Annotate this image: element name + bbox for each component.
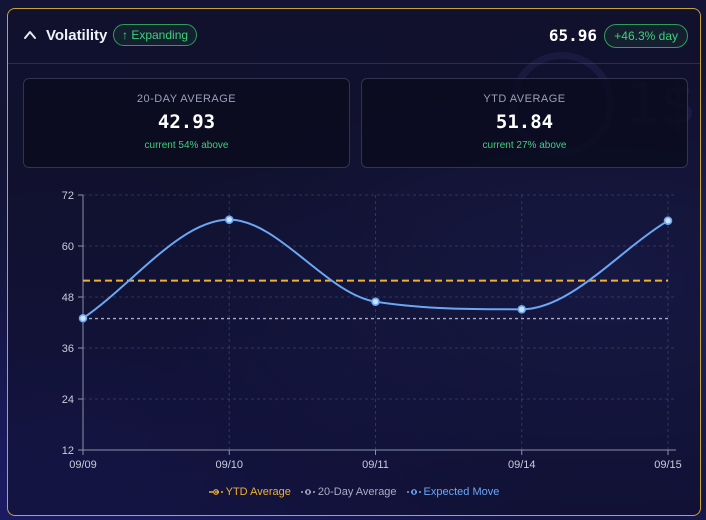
chart-legend: YTD Average 20-Day Average Expected Move [8,486,700,498]
x-tick-label: 09/09 [69,459,97,471]
y-tick-label: 60 [62,241,74,253]
chevron-up-icon[interactable] [22,27,38,43]
ytd-average-card: YTD AVERAGE 51.84 current 27% above [361,78,688,168]
volatility-line-chart: 12 24 36 48 60 72 09/09 09/10 09/11 09/14 09/15 [62,190,682,471]
y-tick-label: 72 [62,190,74,202]
expected-move-point [224,215,234,224]
panel-title: Volatility [46,27,108,44]
expected-move-point [371,297,380,306]
volatility-panel: Volatility ↑ Expanding 65.96 +46.3% day … [7,8,701,516]
legend-item[interactable]: Expected Move [406,486,500,498]
x-tick-label: 09/10 [215,459,243,471]
card-label: YTD AVERAGE [483,93,566,105]
legend-swatch-icon [208,489,223,495]
x-tick-label: 09/14 [508,459,536,471]
twenty-day-average-card: 20-DAY AVERAGE 42.93 current 54% above [23,78,350,168]
panel-header: Volatility ↑ Expanding 65.96 +46.3% day [8,9,700,64]
day-change-badge: +46.3% day [604,24,688,48]
card-note: current 27% above [482,140,567,151]
legend-label: YTD Average [225,486,291,498]
current-value: 65.96 [548,26,597,45]
x-tick-label: 09/15 [654,459,682,471]
card-label: 20-DAY AVERAGE [136,93,237,105]
y-tick-label: 12 [62,445,74,457]
card-value: 42.93 [157,111,216,133]
y-tick-label: 36 [62,343,74,355]
expected-move-point [78,313,88,323]
legend-swatch-icon [406,489,421,495]
y-tick-label: 24 [62,394,74,406]
y-tick-label: 48 [62,292,74,304]
legend-swatch-icon [300,489,315,495]
expected-move-point [663,216,673,225]
expected-move-point [517,305,527,314]
card-value: 51.84 [495,111,554,133]
card-note: current 54% above [144,140,229,151]
legend-item[interactable]: YTD Average [208,486,291,498]
legend-item[interactable]: 20-Day Average [300,486,397,498]
trend-badge: ↑ Expanding [113,24,198,46]
legend-label: 20-Day Average [317,486,397,498]
x-tick-label: 09/11 [362,459,389,471]
legend-label: Expected Move [423,486,500,498]
